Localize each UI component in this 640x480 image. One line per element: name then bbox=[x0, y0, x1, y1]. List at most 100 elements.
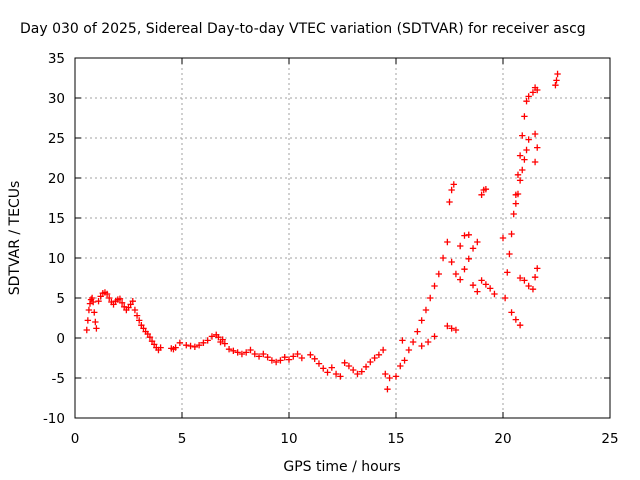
data-point bbox=[243, 349, 250, 356]
data-point bbox=[354, 370, 361, 378]
data-point bbox=[95, 298, 102, 305]
data-point bbox=[446, 198, 453, 206]
data-point bbox=[474, 238, 481, 246]
data-point bbox=[525, 282, 532, 290]
data-point bbox=[504, 269, 511, 276]
data-point bbox=[379, 346, 387, 354]
data-point bbox=[89, 298, 97, 306]
y-tick-label: 25 bbox=[48, 131, 65, 147]
data-point bbox=[290, 353, 297, 360]
data-point bbox=[461, 232, 468, 239]
data-point bbox=[531, 130, 539, 138]
data-point bbox=[457, 276, 464, 283]
data-point bbox=[521, 277, 528, 284]
data-point bbox=[439, 254, 447, 262]
data-point bbox=[552, 82, 559, 89]
data-point bbox=[341, 359, 348, 366]
data-point bbox=[431, 333, 438, 340]
data-point bbox=[362, 363, 370, 370]
data-point bbox=[264, 354, 271, 361]
y-tick-label: 5 bbox=[56, 291, 65, 307]
data-point bbox=[84, 317, 92, 324]
data-point bbox=[516, 274, 524, 282]
data-point bbox=[534, 265, 541, 272]
x-tick-labels: 0 5 10 15 20 25 bbox=[71, 431, 619, 447]
data-point bbox=[384, 386, 391, 393]
y-tick-labels: -10 -5 0 5 10 15 20 25 30 35 bbox=[43, 51, 65, 427]
data-point bbox=[525, 93, 532, 100]
data-point bbox=[422, 306, 430, 314]
data-point bbox=[424, 338, 432, 346]
data-point bbox=[525, 136, 532, 143]
data-point bbox=[225, 346, 233, 353]
data-point bbox=[508, 230, 515, 238]
data-point bbox=[534, 86, 541, 94]
chart-title: Day 030 of 2025, Sidereal Day-to-day VTE… bbox=[20, 21, 586, 37]
data-point bbox=[478, 191, 485, 198]
data-point bbox=[133, 312, 141, 319]
data-point bbox=[234, 349, 241, 356]
data-point bbox=[474, 288, 481, 295]
data-point bbox=[294, 350, 301, 358]
data-point bbox=[332, 370, 340, 378]
data-point bbox=[508, 309, 515, 316]
data-point bbox=[204, 337, 211, 344]
data-point bbox=[469, 282, 477, 289]
x-tick-label: 0 bbox=[71, 431, 80, 447]
data-point bbox=[519, 132, 526, 139]
data-point bbox=[129, 298, 136, 305]
data-point bbox=[465, 255, 472, 262]
data-point bbox=[516, 177, 524, 184]
data-point bbox=[93, 325, 100, 332]
data-point bbox=[268, 357, 276, 364]
data-point bbox=[519, 166, 526, 174]
data-point bbox=[195, 342, 203, 349]
data-point bbox=[238, 350, 246, 358]
x-axis-label: GPS time / hours bbox=[283, 459, 400, 475]
data-point bbox=[510, 210, 517, 218]
data-point bbox=[452, 326, 460, 334]
data-point bbox=[427, 294, 434, 302]
data-point bbox=[382, 370, 389, 378]
data-point bbox=[247, 346, 254, 354]
data-point bbox=[461, 266, 468, 273]
data-point bbox=[482, 186, 490, 193]
data-point bbox=[88, 294, 96, 302]
data-point bbox=[521, 113, 528, 120]
data-point bbox=[91, 309, 98, 316]
data-point bbox=[215, 334, 222, 341]
data-point bbox=[221, 340, 228, 347]
data-point bbox=[157, 344, 164, 351]
data-point bbox=[136, 317, 143, 324]
data-point bbox=[83, 326, 90, 334]
data-point bbox=[486, 285, 494, 292]
data-point bbox=[397, 362, 404, 370]
data-point bbox=[350, 366, 357, 374]
data-point bbox=[176, 339, 184, 346]
data-point bbox=[418, 317, 425, 324]
data-point bbox=[448, 186, 455, 194]
data-point bbox=[457, 242, 464, 250]
data-point bbox=[183, 342, 190, 349]
y-tick-label: 35 bbox=[48, 51, 65, 67]
data-point bbox=[465, 231, 472, 238]
y-axis-label: SDTVAR / TECUs bbox=[7, 181, 23, 296]
data-point bbox=[531, 274, 539, 281]
data-point bbox=[371, 354, 378, 362]
data-point bbox=[328, 364, 335, 371]
data-point bbox=[506, 250, 513, 258]
x-tick-label: 5 bbox=[178, 431, 187, 447]
data-point bbox=[311, 355, 318, 362]
data-point bbox=[260, 350, 267, 358]
data-point bbox=[401, 357, 408, 364]
y-tick-label: -5 bbox=[52, 371, 65, 387]
data-point bbox=[523, 98, 530, 105]
data-point bbox=[324, 369, 331, 376]
axis-ticks bbox=[74, 57, 611, 419]
data-point bbox=[392, 373, 400, 380]
data-point bbox=[435, 270, 442, 278]
data-point bbox=[116, 295, 124, 302]
data-point bbox=[172, 344, 179, 351]
data-point bbox=[444, 322, 451, 330]
x-tick-label: 20 bbox=[494, 431, 511, 447]
